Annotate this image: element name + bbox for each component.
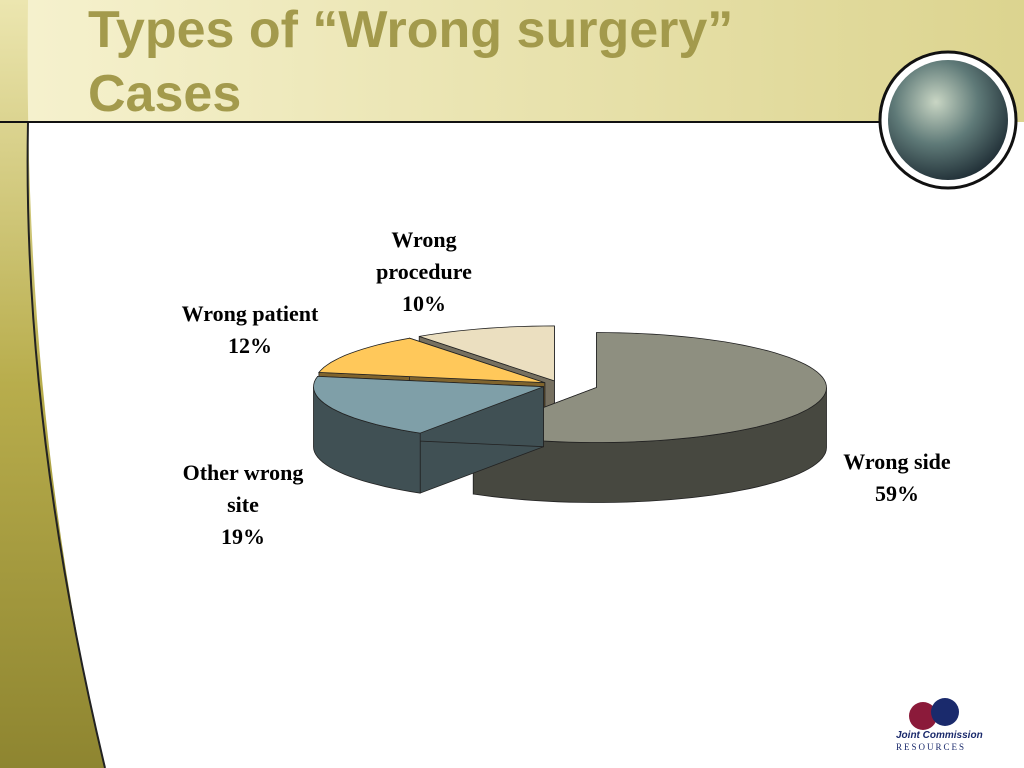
data-label: Wrong procedure 10% (359, 224, 489, 320)
side-band (0, 0, 105, 768)
logo-mark (909, 702, 937, 730)
side-line (26, 121, 106, 768)
logo-mark (931, 698, 959, 726)
slice (318, 337, 545, 384)
globe (888, 60, 1008, 180)
label-name: Wrong patient (181, 301, 319, 326)
header-band (0, 0, 1024, 122)
label-name: Other wrong site (182, 460, 304, 517)
label-value: 19% (221, 524, 265, 549)
slide-title: Types of “Wrong surgery” Cases (88, 1, 734, 123)
slice (313, 375, 544, 434)
data-label: Wrong patient 12% (160, 298, 340, 362)
data-label: Other wrong site 19% (168, 457, 318, 553)
logo-text: RESOURCES (896, 742, 967, 752)
label-name: Wrong side (843, 449, 951, 474)
label-value: 59% (875, 481, 919, 506)
slice (419, 325, 555, 382)
slice (473, 332, 827, 443)
label-value: 10% (402, 291, 446, 316)
data-label: Wrong side 59% (827, 446, 967, 510)
label-name: Wrong procedure (376, 227, 472, 284)
label-value: 12% (228, 333, 272, 358)
logo-text: Joint Commission (896, 730, 983, 741)
